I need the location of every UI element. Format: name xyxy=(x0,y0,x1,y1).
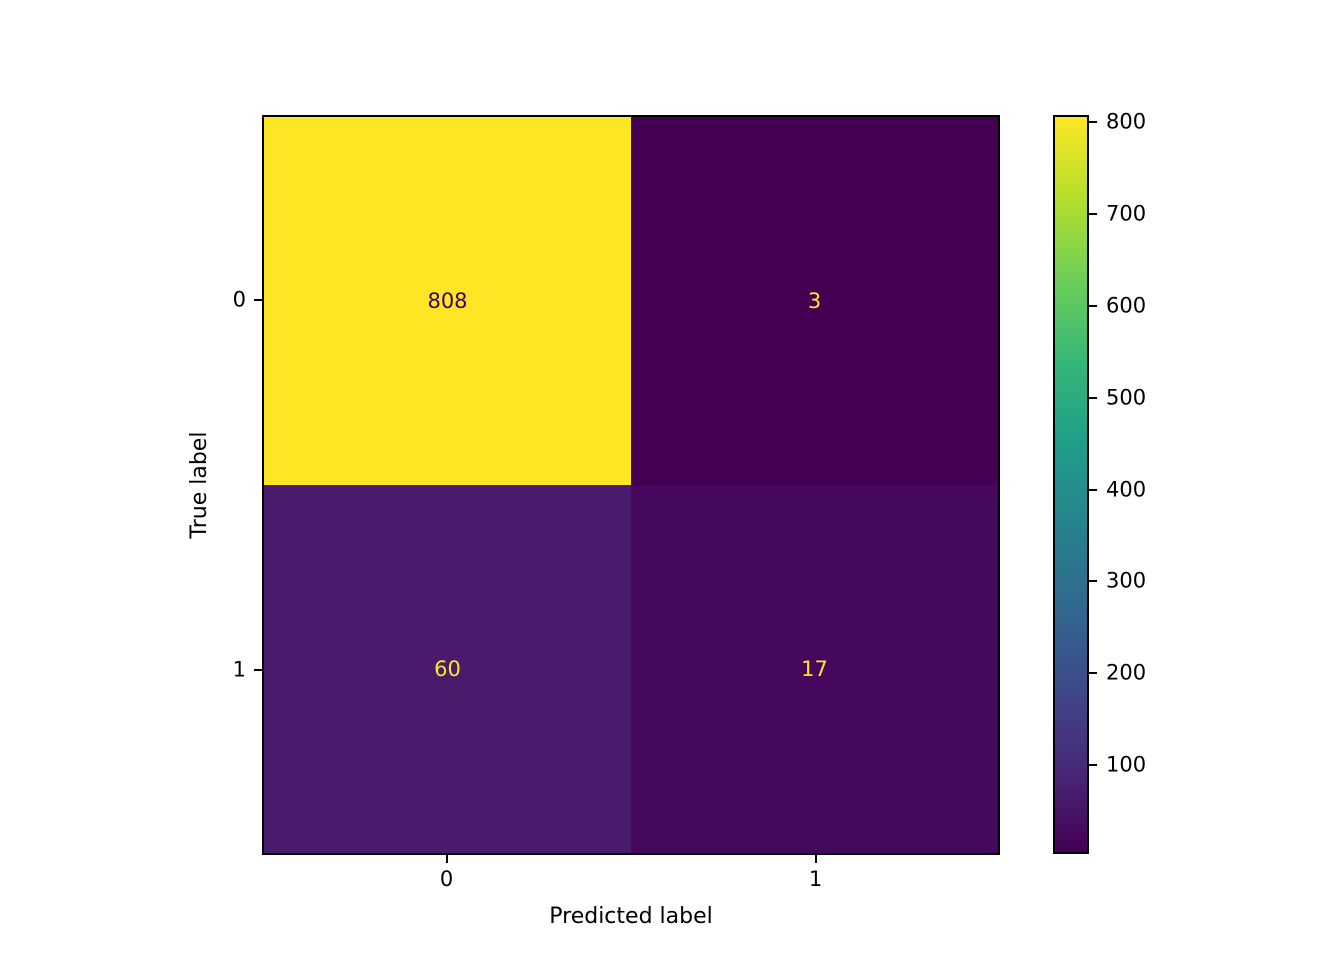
x-tick-mark xyxy=(814,855,817,863)
matrix-cell-0-0: 808 xyxy=(264,117,631,485)
y-tick-label: 0 xyxy=(232,287,246,312)
colorbar-tick-mark xyxy=(1089,672,1097,675)
y-tick-mark xyxy=(254,669,262,671)
colorbar-tick-mark xyxy=(1089,580,1097,583)
colorbar-tick-mark xyxy=(1089,488,1097,491)
y-tick-label: 1 xyxy=(232,657,246,682)
x-tick-mark xyxy=(445,855,448,863)
colorbar-tick-label: 600 xyxy=(1106,293,1147,318)
y-tick-mark xyxy=(254,299,262,301)
matrix-cell-1-1: 17 xyxy=(631,485,998,853)
colorbar-tick-label: 300 xyxy=(1106,568,1147,593)
x-axis-label: Predicted label xyxy=(549,904,713,929)
colorbar-tick-mark xyxy=(1089,396,1097,399)
x-tick-label: 1 xyxy=(808,867,823,891)
colorbar-tick-mark xyxy=(1089,763,1097,766)
x-tick-label: 0 xyxy=(439,867,454,891)
colorbar-tick-mark xyxy=(1089,121,1097,124)
y-axis-label: True label xyxy=(187,431,212,539)
colorbar-tick-label: 500 xyxy=(1106,385,1147,410)
colorbar-tick-label: 400 xyxy=(1106,477,1147,502)
colorbar-tick-label: 100 xyxy=(1106,752,1147,777)
colorbar-tick-label: 200 xyxy=(1106,660,1147,685)
colorbar-tick-label: 800 xyxy=(1106,109,1147,134)
colorbar-tick-label: 700 xyxy=(1106,201,1147,226)
matrix-cell-0-1: 3 xyxy=(631,117,998,485)
colorbar-tick-mark xyxy=(1089,213,1097,216)
heatmap-grid: 808 3 60 17 xyxy=(264,117,998,853)
matrix-cell-1-0: 60 xyxy=(264,485,631,853)
colorbar xyxy=(1053,115,1089,854)
colorbar-tick-mark xyxy=(1089,304,1097,307)
plot-area: 808 3 60 17 xyxy=(262,115,1000,855)
